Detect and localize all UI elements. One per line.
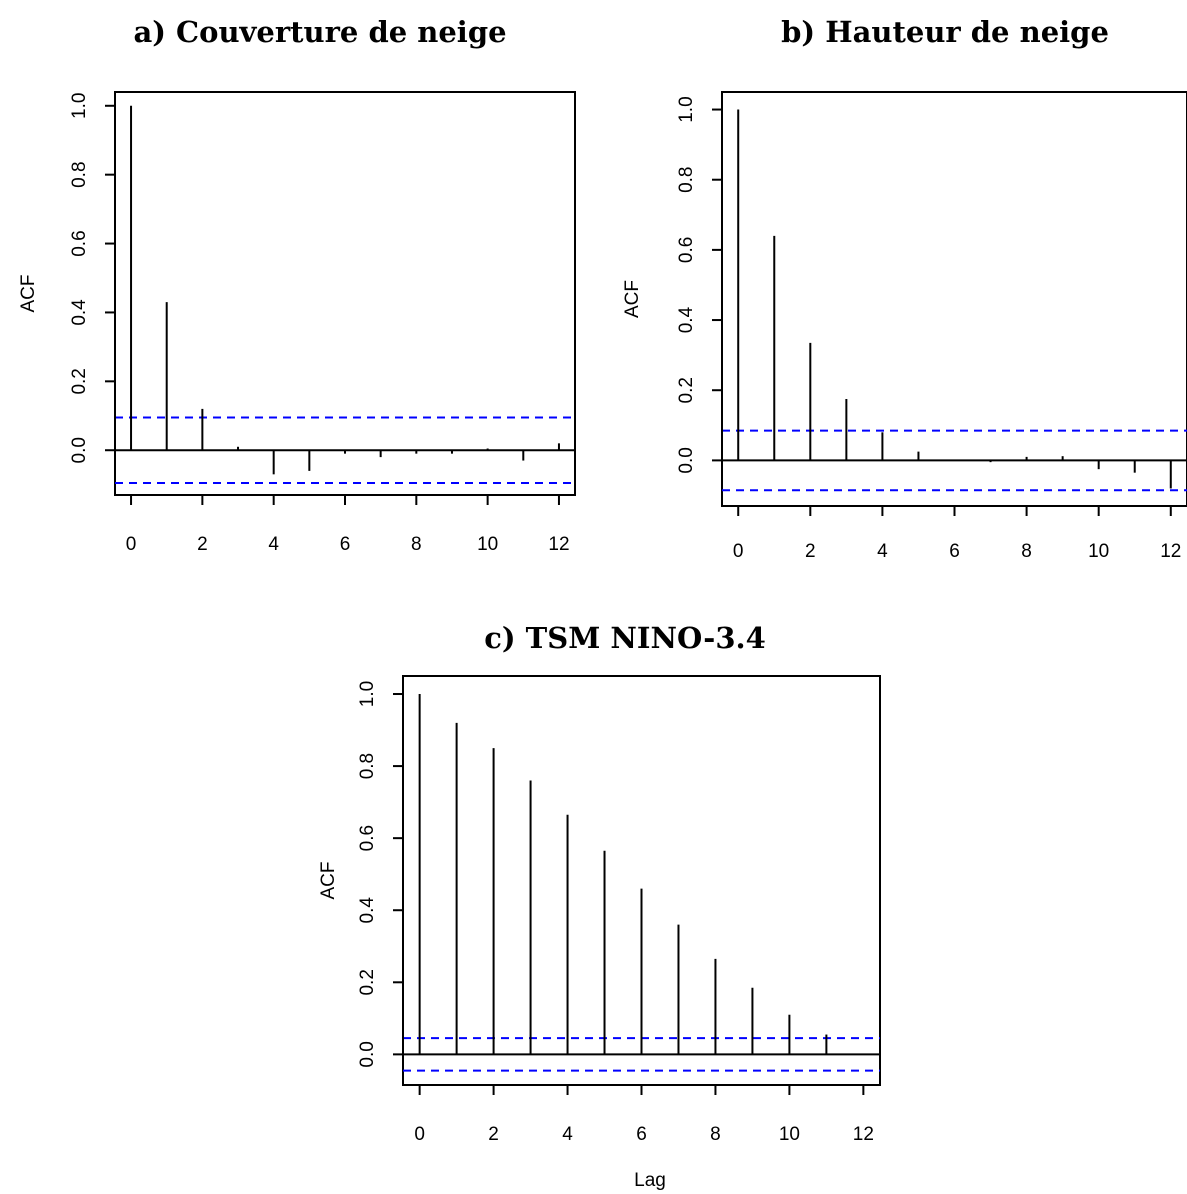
x-tick-label: 6 — [340, 534, 351, 555]
acf-panel-2: b) Hauteur de neige 0 2 4 6 8 10 12 0.0 0.2 0.4 0.6… — [622, 15, 1187, 562]
y-tick-label: 0.8 — [676, 167, 697, 193]
y-tick-label: 0.8 — [69, 161, 90, 187]
x-tick-label: 4 — [268, 534, 279, 555]
y-axis-title: ACF — [318, 862, 339, 900]
y-tick-label: 0.2 — [69, 368, 90, 394]
x-tick-label: 12 — [853, 1124, 874, 1145]
y-tick-label: 0.2 — [676, 377, 697, 403]
x-axis-title: Lag — [634, 1170, 666, 1191]
panel-title: a) Couverture de neige — [133, 15, 506, 49]
x-tick-label: 6 — [636, 1124, 647, 1145]
x-tick-label: 0 — [126, 534, 137, 555]
y-tick-label: 0.0 — [676, 447, 697, 473]
x-tick-label: 4 — [562, 1124, 573, 1145]
panel-title: c) TSM NINO-3.4 — [484, 621, 766, 655]
x-tick-label: 8 — [710, 1124, 721, 1145]
x-tick-label: 2 — [805, 541, 816, 562]
x-tick-label: 10 — [1088, 541, 1109, 562]
x-tick-label: 2 — [197, 534, 208, 555]
x-tick-label: 2 — [488, 1124, 499, 1145]
y-tick-label: 0.8 — [357, 753, 378, 779]
y-tick-label: 0.6 — [357, 825, 378, 851]
x-tick-label: 12 — [1160, 541, 1181, 562]
y-tick-label: 0.2 — [357, 969, 378, 995]
y-tick-label: 0.4 — [357, 897, 378, 924]
x-tick-label: 8 — [1021, 541, 1032, 562]
plot-frame — [114, 91, 576, 496]
y-axis-title: ACF — [18, 275, 39, 313]
y-axis-title: ACF — [622, 280, 643, 318]
panel-title: b) Hauteur de neige — [781, 15, 1109, 49]
y-tick-label: 0.0 — [357, 1041, 378, 1067]
y-tick-label: 0.4 — [676, 306, 697, 333]
y-tick-label: 0.6 — [676, 237, 697, 263]
acf-panel-3: c) TSM NINO-3.4 0 2 4 6 8 10 12 0.0 0.2 0.4 0.6 0.8 1… — [318, 621, 881, 1191]
x-tick-label: 0 — [414, 1124, 425, 1145]
x-tick-label: 10 — [779, 1124, 800, 1145]
y-tick-label: 0.4 — [69, 299, 90, 326]
x-tick-label: 4 — [877, 541, 888, 562]
plot-frame — [721, 91, 1187, 507]
acf-panel-1: a) Couverture de neige 0 2 4 6 8 10 12 0.0 0.2 0.4… — [18, 15, 576, 555]
x-tick-label: 12 — [548, 534, 569, 555]
y-tick-label: 0.6 — [69, 230, 90, 256]
x-tick-label: 0 — [733, 541, 744, 562]
y-tick-label: 1.0 — [676, 96, 697, 122]
y-tick-label: 0.0 — [69, 437, 90, 463]
x-tick-label: 10 — [477, 534, 498, 555]
x-tick-label: 8 — [411, 534, 422, 555]
y-tick-label: 1.0 — [357, 681, 378, 707]
x-tick-label: 6 — [949, 541, 960, 562]
y-tick-label: 1.0 — [69, 93, 90, 119]
